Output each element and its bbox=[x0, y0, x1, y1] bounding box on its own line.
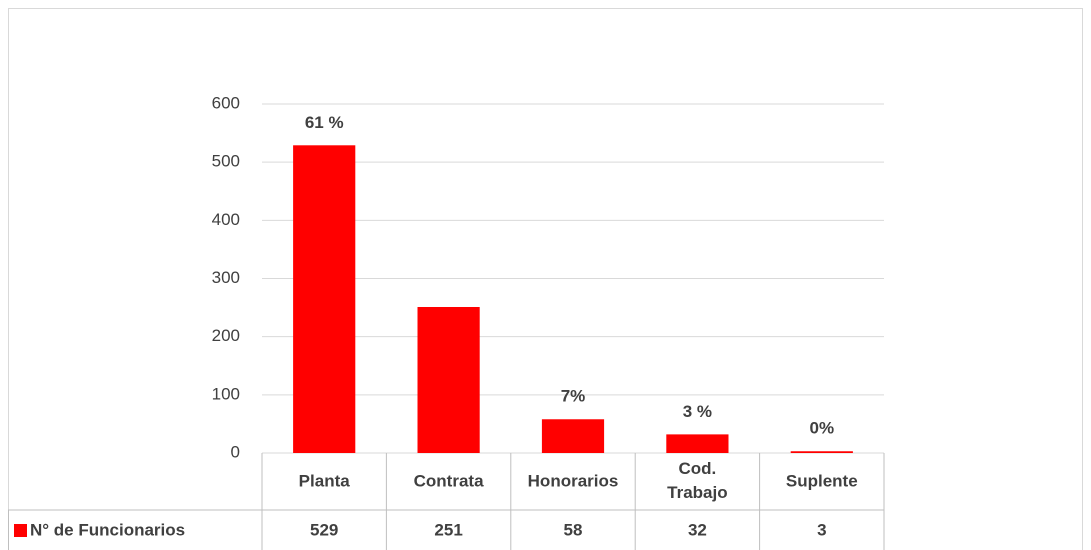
table-value: 58 bbox=[564, 520, 583, 539]
y-tick-label: 100 bbox=[212, 384, 240, 403]
category-label: Honorarios bbox=[528, 471, 619, 490]
table-value: 529 bbox=[310, 520, 338, 539]
bar bbox=[790, 451, 853, 453]
category-label: Suplente bbox=[786, 471, 858, 490]
category-label: Planta bbox=[299, 471, 351, 490]
y-tick-label: 500 bbox=[212, 152, 240, 171]
y-tick-label: 400 bbox=[212, 210, 240, 229]
bar bbox=[541, 419, 605, 453]
bar bbox=[293, 145, 356, 453]
bar bbox=[417, 307, 480, 453]
y-tick-label: 0 bbox=[231, 442, 240, 461]
table-value: 251 bbox=[434, 520, 462, 539]
annotation: 0% bbox=[810, 419, 835, 438]
category-label: Cod. Trabajo bbox=[667, 459, 727, 502]
y-tick-label: 600 bbox=[212, 93, 240, 112]
table-value: 3 bbox=[817, 520, 826, 539]
bar bbox=[666, 434, 729, 453]
legend-swatch bbox=[14, 524, 27, 537]
annotation: 7% bbox=[561, 387, 586, 406]
category-label: Contrata bbox=[414, 471, 484, 490]
annotation: 61 % bbox=[305, 113, 344, 132]
table-value: 32 bbox=[688, 520, 707, 539]
y-tick-label: 200 bbox=[212, 326, 240, 345]
annotation: 3 % bbox=[683, 402, 712, 421]
y-tick-label: 300 bbox=[212, 268, 240, 287]
legend-label: N° de Funcionarios bbox=[30, 520, 185, 539]
chart-frame bbox=[8, 8, 1083, 550]
